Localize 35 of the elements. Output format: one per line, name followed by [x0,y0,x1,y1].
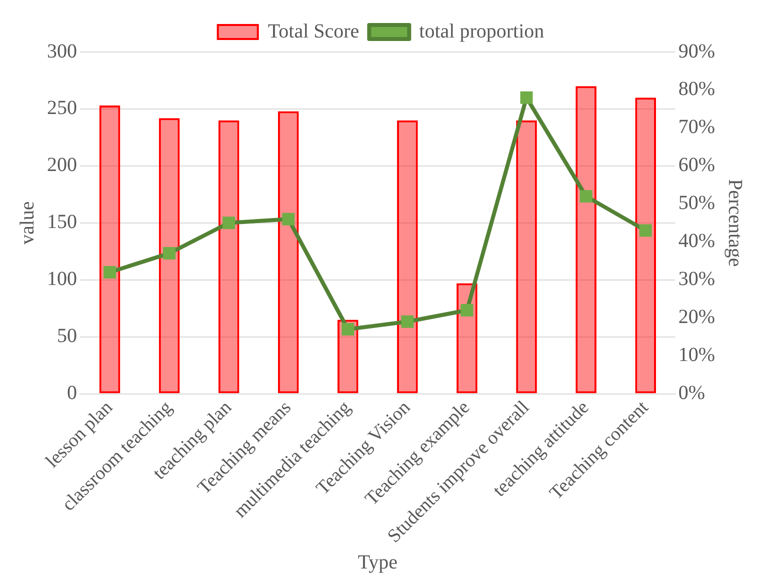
point [460,304,474,316]
y-tick-label: 250 [47,97,77,120]
legend-label: total proportion [419,20,544,42]
point [342,323,354,336]
legend-label: Total Score [268,20,360,42]
y2-tick-label: 70% [678,116,716,138]
y2-axis-title: Percentage [724,179,746,267]
y2-tick-label: 10% [678,344,716,366]
y2-tick-label: 60% [678,154,716,176]
point [520,91,533,104]
point [639,224,652,237]
point [222,216,236,230]
point [401,315,414,328]
y2-tick-label: 90% [678,40,716,62]
point [104,266,116,279]
x-axis-title: Type [358,551,398,574]
point [580,190,592,203]
bar [516,120,537,394]
y2-tick-label: 30% [678,268,716,290]
y2-tick-label: 40% [678,230,716,252]
y2-tick-label: 50% [678,192,716,214]
y-tick-label: 50 [57,325,77,348]
y-tick-label: 300 [47,40,77,62]
y2-tick-label: 0% [678,382,706,404]
y-tick-label: 200 [47,154,77,176]
y-tick-label: 0 [67,382,77,404]
point [282,212,295,226]
point [163,247,176,260]
y-axis-title: value [16,201,38,245]
bar [397,120,418,394]
y-tick-label: 150 [47,211,77,234]
y-tick-label: 100 [47,268,77,290]
y2-tick-label: 80% [678,78,716,100]
y2-tick-label: 20% [678,306,716,328]
bar [576,86,596,394]
